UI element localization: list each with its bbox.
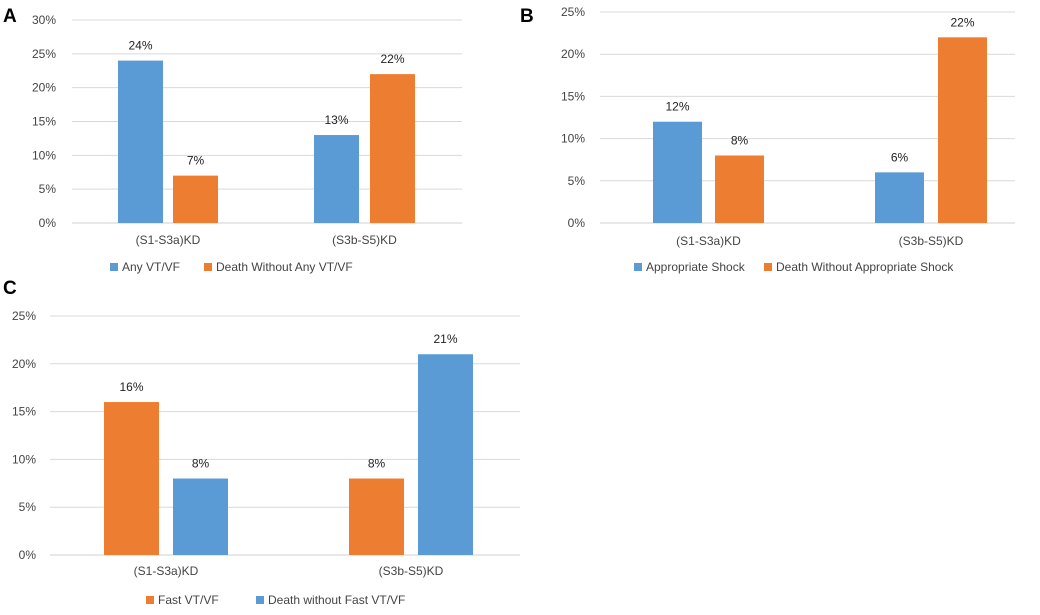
panel-a-y-tick-label: 25% — [32, 47, 56, 61]
panel-c-y-tick-label: 20% — [12, 357, 36, 371]
panel-b-data-label: 12% — [665, 100, 689, 114]
panel-b-legend-label: Appropriate Shock — [646, 260, 746, 274]
panel-a: A 0% 5% 10% 15% 20% 25% 30% 24% 7% (S1-S3a)KD 13% 2… — [3, 6, 462, 274]
panel-c-y-tick-label: 25% — [12, 309, 36, 323]
panel-a-y-tick-label: 5% — [39, 182, 57, 196]
panel-a-category-label: (S1-S3a)KD — [136, 233, 201, 247]
panel-a-y-tick-label: 30% — [32, 13, 56, 27]
panel-a-y-tick-label: 0% — [39, 216, 57, 230]
panel-c-legend-swatch — [256, 596, 264, 604]
panel-c-category-label: (S3b-S5)KD — [379, 564, 444, 578]
panel-a-bar — [370, 74, 415, 223]
panel-c-data-label: 16% — [119, 380, 143, 394]
panel-b-category-label: (S1-S3a)KD — [676, 234, 741, 248]
panel-c-data-label: 8% — [368, 457, 386, 471]
panel-c-y-tick-label: 10% — [12, 452, 36, 466]
panel-a-data-label: 22% — [380, 52, 404, 66]
panel-c: C 0% 5% 10% 15% 20% 25% 16% 8% (S1-S3a)KD 8% 21% (S… — [3, 278, 520, 607]
panel-b-category-label: (S3b-S5)KD — [899, 234, 964, 248]
panel-a-bar — [314, 135, 359, 223]
panel-c-letter: C — [3, 278, 17, 299]
panel-c-data-label: 21% — [433, 332, 457, 346]
panel-b-data-label: 6% — [891, 150, 909, 164]
panel-a-data-label: 24% — [128, 39, 152, 53]
panel-c-y-tick-label: 5% — [19, 500, 37, 514]
panel-c-bar — [418, 354, 473, 555]
panel-a-letter: A — [3, 6, 17, 27]
panel-b-y-tick-label: 5% — [568, 174, 586, 188]
panel-a-legend-label: Any VT/VF — [122, 260, 180, 274]
panel-c-bar — [349, 478, 404, 555]
panel-b-legend-label: Death Without Appropriate Shock — [776, 260, 954, 274]
panel-b-legend-swatch — [634, 263, 642, 271]
panel-b-y-tick-label: 10% — [561, 132, 585, 146]
panel-b-y-tick-label: 25% — [561, 5, 585, 19]
panel-a-legend-swatch — [110, 263, 118, 271]
panel-c-legend-label: Fast VT/VF — [158, 593, 219, 607]
panel-c-legend-swatch — [146, 596, 154, 604]
panel-a-data-label: 13% — [324, 113, 348, 127]
panel-b: B 0% 5% 10% 15% 20% 25% 12% 8% (S1-S3a)KD 6% 22% (S… — [520, 5, 1015, 274]
panel-b-data-label: 8% — [731, 133, 749, 147]
panel-a-data-label: 7% — [187, 154, 205, 168]
panel-b-data-label: 22% — [950, 15, 974, 29]
panel-c-bar — [104, 402, 159, 555]
panel-b-y-tick-label: 20% — [561, 47, 585, 61]
panel-b-bar — [653, 121, 702, 223]
panel-b-bar — [875, 172, 924, 223]
panel-c-y-tick-label: 15% — [12, 405, 36, 419]
panel-a-bar — [173, 175, 218, 223]
panel-c-category-label: (S1-S3a)KD — [134, 564, 199, 578]
panel-a-bar — [118, 60, 163, 223]
panel-c-y-tick-label: 0% — [19, 548, 37, 562]
panel-b-letter: B — [520, 6, 534, 27]
panel-a-category-label: (S3b-S5)KD — [332, 233, 397, 247]
panel-b-bar — [715, 155, 764, 223]
panel-a-y-tick-label: 10% — [32, 148, 56, 162]
panel-c-legend-label: Death without Fast VT/VF — [268, 593, 405, 607]
panel-c-data-label: 8% — [192, 457, 210, 471]
panel-b-y-tick-label: 0% — [568, 216, 586, 230]
panel-b-bar — [938, 37, 987, 223]
panel-a-y-tick-label: 20% — [32, 81, 56, 95]
panel-a-legend-label: Death Without Any VT/VF — [216, 260, 353, 274]
panel-c-bar — [173, 478, 228, 555]
panel-a-y-tick-label: 15% — [32, 115, 56, 129]
panel-b-legend-swatch — [764, 263, 772, 271]
panel-b-y-tick-label: 15% — [561, 89, 585, 103]
panel-a-legend-swatch — [204, 263, 212, 271]
